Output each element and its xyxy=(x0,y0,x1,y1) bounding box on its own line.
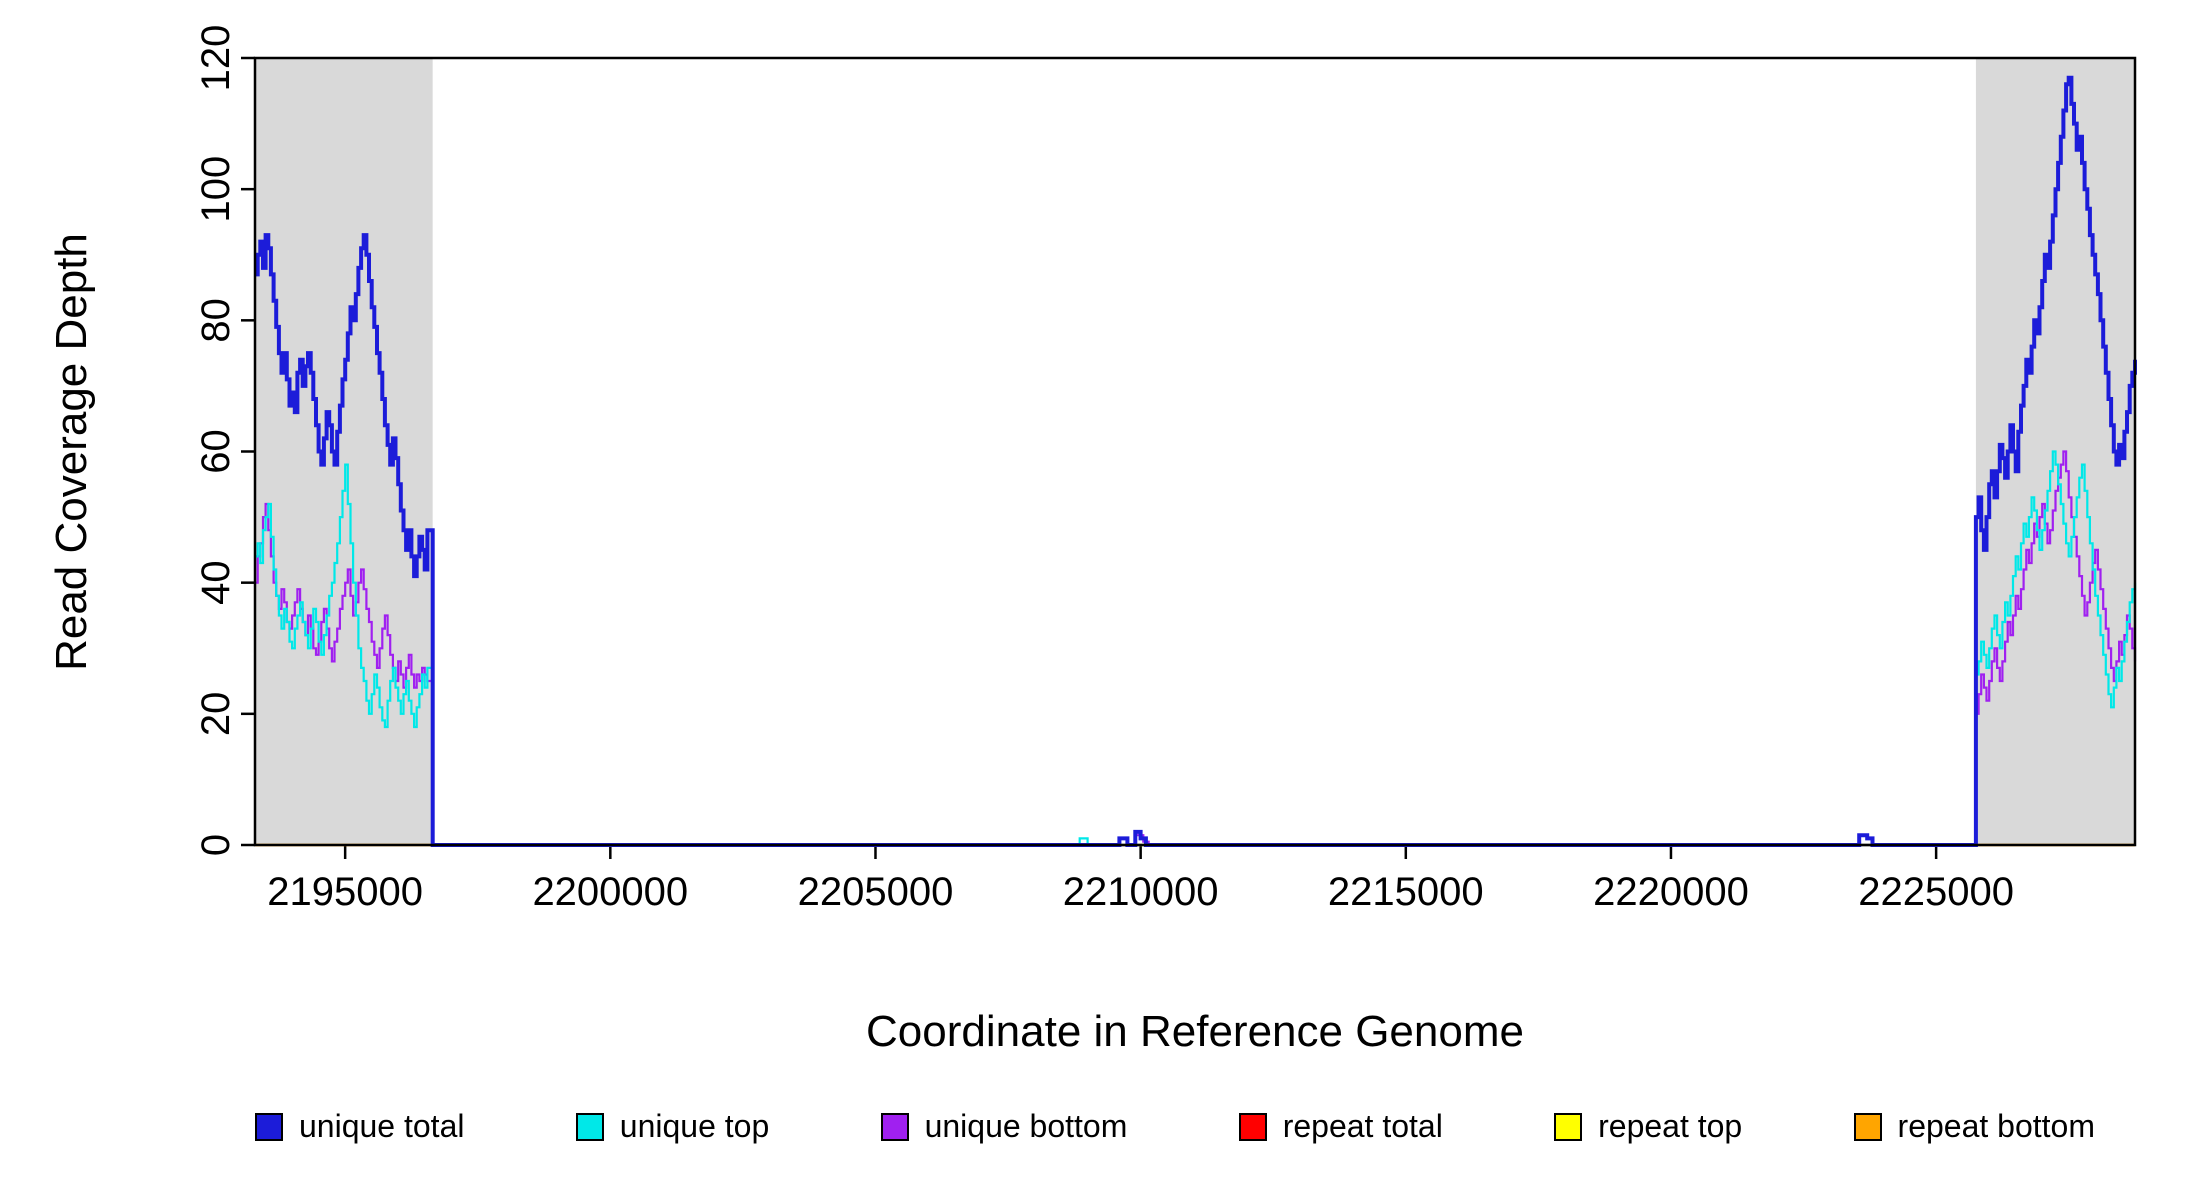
y-axis-title: Read Coverage Depth xyxy=(47,233,96,671)
x-tick-label: 2195000 xyxy=(267,870,423,914)
legend-swatch-unique-bottom xyxy=(880,1112,909,1141)
legend-swatch-unique-total xyxy=(255,1112,283,1141)
y-tick-label: 100 xyxy=(194,156,238,223)
legend-label-repeat-top: repeat top xyxy=(1598,1108,1743,1144)
legend-item-repeat-top: repeat top xyxy=(1554,1108,1742,1145)
legend-swatch-repeat-top xyxy=(1554,1112,1583,1141)
highlight-region xyxy=(255,58,433,845)
legend-swatch-repeat-total xyxy=(1238,1112,1267,1141)
x-tick-label: 2210000 xyxy=(1063,870,1219,914)
y-tick-label: 120 xyxy=(194,25,238,92)
x-tick-label: 2225000 xyxy=(1858,870,2014,914)
legend-label-unique-total: unique total xyxy=(299,1108,465,1144)
legend: unique total unique top unique bottom repea… xyxy=(255,1108,2095,1145)
series-unique-bottom xyxy=(255,450,2137,847)
legend-item-repeat-total: repeat total xyxy=(1238,1108,1443,1145)
x-tick-label: 2200000 xyxy=(532,870,688,914)
legend-swatch-unique-top xyxy=(575,1112,604,1141)
y-tick-label: 40 xyxy=(194,560,238,605)
x-tick-label: 2220000 xyxy=(1593,870,1749,914)
x-tick-label: 2215000 xyxy=(1328,870,1484,914)
series-unique-top xyxy=(255,450,2137,847)
legend-swatch-repeat-bottom xyxy=(1853,1112,1882,1141)
legend-label-repeat-total: repeat total xyxy=(1282,1108,1443,1144)
coverage-chart: 0 20 40 60 80 100 120 2195000 2200000 2205000 2210… xyxy=(194,25,2137,914)
series-unique-total xyxy=(255,75,2137,847)
x-tick-label: 2205000 xyxy=(798,870,954,914)
plot-box xyxy=(253,56,2137,847)
y-tick-label: 0 xyxy=(194,834,238,856)
legend-item-unique-top: unique top xyxy=(575,1108,770,1145)
legend-item-unique-bottom: unique bottom xyxy=(880,1108,1128,1145)
legend-item-repeat-bottom: repeat bottom xyxy=(1853,1108,2095,1145)
legend-label-unique-bottom: unique bottom xyxy=(924,1108,1128,1144)
y-tick-label: 60 xyxy=(194,429,238,474)
legend-label-unique-top: unique top xyxy=(619,1108,770,1144)
y-tick-label: 20 xyxy=(194,692,238,737)
y-tick-label: 80 xyxy=(194,298,238,343)
legend-item-unique-total: unique total xyxy=(255,1108,464,1145)
x-axis-title: Coordinate in Reference Genome xyxy=(866,1007,1524,1056)
legend-label-repeat-bottom: repeat bottom xyxy=(1897,1108,2095,1144)
